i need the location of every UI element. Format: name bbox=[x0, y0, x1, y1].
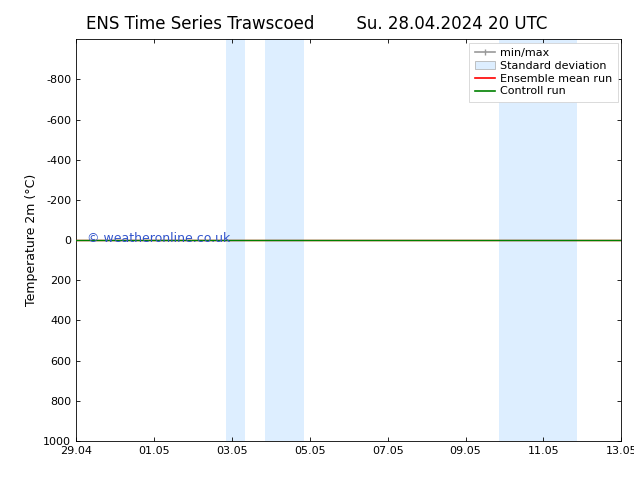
Legend: min/max, Standard deviation, Ensemble mean run, Controll run: min/max, Standard deviation, Ensemble me… bbox=[469, 43, 618, 102]
Bar bbox=[538, 39, 576, 441]
Bar bbox=[498, 39, 538, 441]
Text: © weatheronline.co.uk: © weatheronline.co.uk bbox=[87, 232, 230, 245]
Y-axis label: Temperature 2m (°C): Temperature 2m (°C) bbox=[25, 174, 37, 306]
Bar bbox=[226, 39, 245, 441]
Text: ENS Time Series Trawscoed        Su. 28.04.2024 20 UTC: ENS Time Series Trawscoed Su. 28.04.2024… bbox=[86, 15, 548, 33]
Bar bbox=[265, 39, 304, 441]
